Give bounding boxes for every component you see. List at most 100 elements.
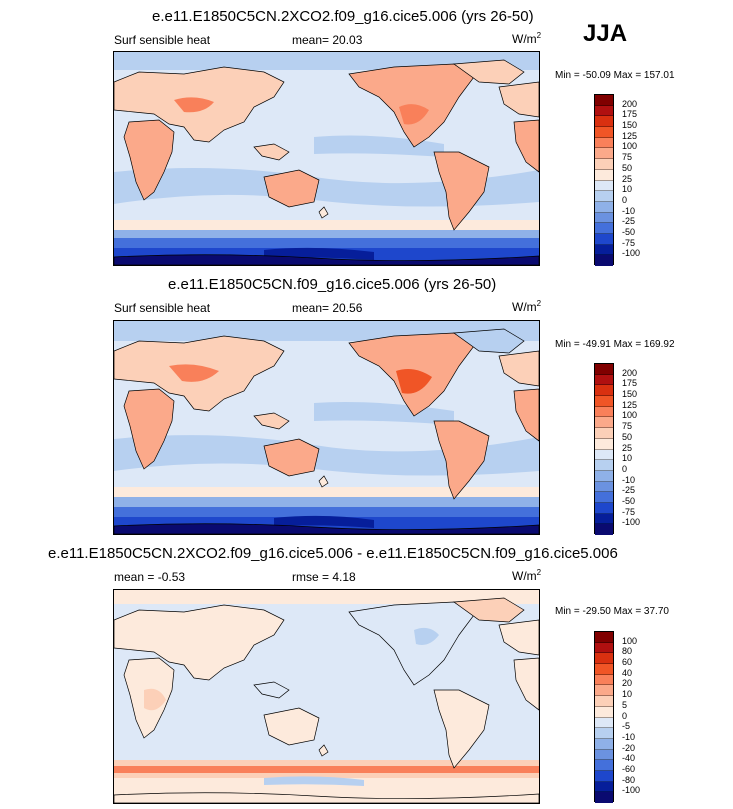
panel-3-rmse: rmse = 4.18 bbox=[292, 570, 356, 584]
colorbar-tick-label: 10 bbox=[622, 184, 633, 195]
colorbar-tick-label: 75 bbox=[622, 421, 633, 432]
panel-3-map-graphic bbox=[114, 590, 539, 803]
colorbar-tick-label: 25 bbox=[622, 173, 633, 184]
colorbar-segment bbox=[595, 470, 613, 482]
colorbar-tick-label: -60 bbox=[622, 763, 636, 774]
colorbar-tick-label: 150 bbox=[622, 120, 638, 131]
colorbar-segment bbox=[595, 728, 613, 739]
colorbar-tick-label: -100 bbox=[622, 785, 641, 796]
colorbar-segment bbox=[595, 653, 613, 665]
colorbar-segment bbox=[595, 385, 613, 397]
colorbar-segment bbox=[595, 674, 613, 686]
panel-2-mean: mean= 20.56 bbox=[292, 301, 363, 315]
season-label: JJA bbox=[583, 20, 628, 47]
colorbar-tick-label: 5 bbox=[622, 699, 628, 710]
colorbar-segment bbox=[595, 223, 613, 234]
colorbar-tick-label: 100 bbox=[622, 141, 638, 152]
colorbar-segment bbox=[595, 460, 613, 471]
colorbar-tick-label: 40 bbox=[622, 667, 633, 678]
colorbar-segment bbox=[595, 374, 613, 386]
panel-3-minmax: Min = -29.50 Max = 37.70 bbox=[555, 606, 669, 617]
colorbar-segment bbox=[595, 116, 613, 128]
colorbar-segment bbox=[595, 159, 613, 170]
panel-1-units: W/m2 bbox=[512, 31, 542, 46]
colorbar-tick-label: 20 bbox=[622, 678, 633, 689]
colorbar-tick-label: 0 bbox=[622, 463, 628, 474]
colorbar-tick-label: -75 bbox=[622, 237, 636, 248]
colorbar-segment bbox=[595, 481, 613, 493]
panel-1-colorbar bbox=[594, 94, 614, 266]
colorbar-segment bbox=[595, 781, 613, 793]
panel-2-map bbox=[113, 320, 540, 535]
colorbar-segment bbox=[595, 749, 613, 761]
colorbar-segment bbox=[595, 105, 613, 117]
colorbar-segment bbox=[595, 492, 613, 503]
colorbar-tick-label: 0 bbox=[622, 194, 628, 205]
panel-3-mean: mean = -0.53 bbox=[114, 570, 186, 584]
colorbar-tick-label: 80 bbox=[622, 646, 633, 657]
colorbar-segment bbox=[595, 632, 613, 643]
colorbar-segment bbox=[595, 169, 613, 181]
panel-2-minmax: Min = -49.91 Max = 169.92 bbox=[555, 339, 675, 350]
colorbar-segment bbox=[595, 212, 613, 224]
colorbar-segment bbox=[595, 428, 613, 439]
colorbar-tick-label: -50 bbox=[622, 226, 636, 237]
colorbar-segment bbox=[595, 148, 613, 160]
panel-2-title: e.e11.E1850C5CN.f09_g16.cice5.006 (yrs 2… bbox=[168, 276, 497, 293]
colorbar-tick-label: 50 bbox=[622, 162, 633, 173]
panel-1-field-label: Surf sensible heat bbox=[114, 33, 211, 47]
colorbar-tick-label: 60 bbox=[622, 657, 633, 668]
colorbar-segment bbox=[595, 417, 613, 429]
colorbar-segment bbox=[595, 738, 613, 750]
panel-2-colorbar bbox=[594, 363, 614, 535]
colorbar-tick-label: 75 bbox=[622, 152, 633, 163]
colorbar-segment bbox=[595, 502, 613, 514]
panel-1-map bbox=[113, 51, 540, 266]
panel-1-map-graphic bbox=[114, 52, 539, 265]
colorbar-tick-label: -75 bbox=[622, 506, 636, 517]
colorbar-segment bbox=[595, 685, 613, 697]
panel-1-mean: mean= 20.03 bbox=[292, 33, 363, 47]
colorbar-tick-label: 175 bbox=[622, 109, 638, 120]
colorbar-segment bbox=[595, 127, 613, 138]
colorbar-tick-label: -100 bbox=[622, 248, 641, 259]
panel-3-title: e.e11.E1850C5CN.2XCO2.f09_g16.cice5.006 … bbox=[48, 545, 618, 562]
colorbar-tick-label: -40 bbox=[622, 753, 636, 764]
colorbar-tick-label: 100 bbox=[622, 635, 638, 646]
colorbar-segment bbox=[595, 244, 613, 256]
colorbar-segment bbox=[595, 513, 613, 525]
colorbar-tick-label: 100 bbox=[622, 410, 638, 421]
colorbar-tick-label: 10 bbox=[622, 453, 633, 464]
panel-3-colorbar bbox=[594, 631, 614, 803]
colorbar-segment bbox=[595, 137, 613, 149]
colorbar-segment bbox=[595, 406, 613, 418]
colorbar-segment bbox=[595, 770, 613, 782]
colorbar-tick-label: -50 bbox=[622, 495, 636, 506]
colorbar-tick-label: 125 bbox=[622, 130, 638, 141]
colorbar-segment bbox=[595, 717, 613, 729]
colorbar-tick-label: -10 bbox=[622, 205, 636, 216]
colorbar-tick-label: 10 bbox=[622, 689, 633, 700]
colorbar-segment bbox=[595, 191, 613, 202]
colorbar-segment bbox=[595, 706, 613, 718]
colorbar-segment bbox=[595, 664, 613, 675]
panel-3-units: W/m2 bbox=[512, 568, 542, 583]
colorbar-segment bbox=[595, 396, 613, 407]
panel-3-map bbox=[113, 589, 540, 804]
colorbar-tick-label: -25 bbox=[622, 485, 636, 496]
colorbar-segment bbox=[595, 364, 613, 375]
colorbar-segment bbox=[595, 201, 613, 213]
colorbar-tick-label: -5 bbox=[622, 721, 631, 732]
colorbar-tick-label: 200 bbox=[622, 367, 638, 378]
colorbar-segment bbox=[595, 255, 613, 266]
colorbar-tick-label: 125 bbox=[622, 399, 638, 410]
colorbar-segment bbox=[595, 792, 613, 803]
colorbar-segment bbox=[595, 760, 613, 771]
colorbar-segment bbox=[595, 642, 613, 654]
panel-2-units: W/m2 bbox=[512, 299, 542, 314]
colorbar-tick-label: 50 bbox=[622, 431, 633, 442]
colorbar-segment bbox=[595, 233, 613, 245]
colorbar-tick-label: -80 bbox=[622, 774, 636, 785]
colorbar-tick-label: 175 bbox=[622, 378, 638, 389]
colorbar-segment bbox=[595, 696, 613, 707]
